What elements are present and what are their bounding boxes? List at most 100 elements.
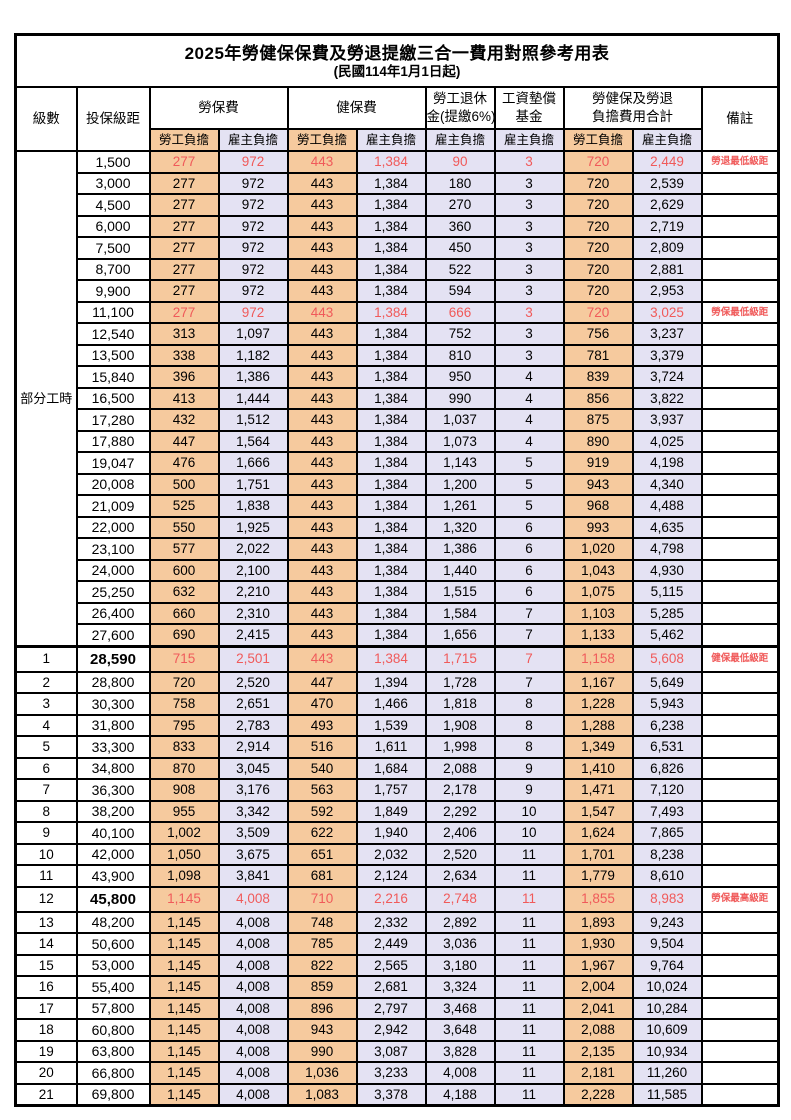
- cell-health-employee: 443: [286, 193, 358, 217]
- cell-pension-employer: 2,520: [424, 842, 496, 866]
- remark-cell: [700, 842, 780, 866]
- cell-wagefund-employer: 11: [493, 996, 565, 1020]
- table-row: 21,009 525 1,838 443 1,384 1,261 5 968 4,488: [16, 494, 780, 518]
- cell-labor-employer: 972: [217, 193, 289, 217]
- remark-cell: [700, 408, 780, 432]
- cell-wagefund-employer: 3: [493, 343, 565, 367]
- cell-labor-employer: 4,008: [217, 953, 289, 977]
- cell-pension-employer: 1,440: [424, 558, 496, 582]
- table-row: 4,500 277 972 443 1,384 270 3 720 2,629: [16, 193, 780, 217]
- table-row: 20 66,800 1,145 4,008 1,036 3,233 4,008 11 2,181…: [14, 1061, 780, 1085]
- cell-total-employer: 2,809: [631, 236, 703, 260]
- cell-health-employee: 592: [286, 799, 358, 823]
- bracket-cell: 20,008: [75, 472, 151, 496]
- cell-wagefund-employer: 7: [493, 670, 565, 694]
- cell-wagefund-employer: 3: [493, 322, 565, 346]
- cell-wagefund-employer: 11: [493, 1039, 565, 1063]
- cell-health-employer: 1,384: [355, 193, 427, 217]
- cell-health-employer: 1,384: [355, 300, 427, 324]
- cell-health-employer: 2,332: [355, 910, 427, 934]
- level-cell: 15: [14, 953, 78, 977]
- cell-health-employee: 443: [286, 322, 358, 346]
- cell-pension-employer: 2,292: [424, 799, 496, 823]
- bracket-cell: 9,900: [75, 279, 151, 303]
- cell-health-employer: 2,565: [355, 953, 427, 977]
- cell-total-employee: 1,701: [562, 842, 634, 866]
- bracket-cell: 15,840: [75, 365, 151, 389]
- cell-health-employee: 651: [286, 842, 358, 866]
- cell-labor-employee: 313: [148, 322, 220, 346]
- cell-labor-employer: 3,509: [217, 821, 289, 845]
- cell-labor-employer: 1,666: [217, 451, 289, 475]
- cell-labor-employer: 4,008: [217, 932, 289, 956]
- cell-total-employer: 3,025: [631, 300, 703, 324]
- cell-wagefund-employer: 3: [493, 150, 565, 174]
- cell-labor-employer: 2,520: [217, 670, 289, 694]
- table-row: 18 60,800 1,145 4,008 943 2,942 3,648 11 2,088 10…: [14, 1018, 780, 1042]
- cell-labor-employee: 1,145: [148, 975, 220, 999]
- cell-labor-employee: 1,145: [148, 910, 220, 934]
- cell-health-employee: 443: [286, 537, 358, 561]
- cell-pension-employer: 4,188: [424, 1082, 496, 1107]
- cell-health-employee: 785: [286, 932, 358, 956]
- cell-health-employer: 1,384: [355, 580, 427, 604]
- cell-labor-employee: 1,002: [148, 821, 220, 845]
- cell-wagefund-employer: 11: [493, 1018, 565, 1042]
- bracket-cell: 13,500: [75, 343, 151, 367]
- cell-labor-employer: 1,838: [217, 494, 289, 518]
- bracket-cell: 26,400: [75, 601, 151, 625]
- cell-total-employer: 7,493: [631, 799, 703, 823]
- bracket-cell: 33,300: [75, 735, 151, 759]
- remark-cell: [700, 472, 780, 496]
- cell-wagefund-employer: 9: [493, 778, 565, 802]
- cell-wagefund-employer: 11: [493, 885, 565, 913]
- remark-cell: [700, 1082, 780, 1107]
- cell-total-employee: 1,547: [562, 799, 634, 823]
- cell-pension-employer: 2,088: [424, 756, 496, 780]
- cell-labor-employee: 1,098: [148, 864, 220, 888]
- bracket-cell: 28,800: [75, 670, 151, 694]
- cell-labor-employee: 1,050: [148, 842, 220, 866]
- bracket-cell: 28,590: [75, 644, 151, 673]
- cell-health-employee: 622: [286, 821, 358, 845]
- bracket-cell: 55,400: [75, 975, 151, 999]
- cell-pension-employer: 270: [424, 193, 496, 217]
- cell-health-employee: 563: [286, 778, 358, 802]
- cell-total-employee: 720: [562, 279, 634, 303]
- cell-total-employee: 720: [562, 300, 634, 324]
- cell-total-employee: 839: [562, 365, 634, 389]
- remark-cell: 勞保最低級距: [700, 300, 780, 324]
- cell-pension-employer: 3,468: [424, 996, 496, 1020]
- cell-labor-employee: 1,145: [148, 932, 220, 956]
- cell-total-employer: 3,822: [631, 386, 703, 410]
- cell-labor-employee: 338: [148, 343, 220, 367]
- remark-cell: [700, 799, 780, 823]
- cell-health-employee: 443: [286, 171, 358, 195]
- cell-health-employee: 516: [286, 735, 358, 759]
- bracket-cell: 42,000: [75, 842, 151, 866]
- cell-health-employee: 447: [286, 670, 358, 694]
- cell-total-employee: 756: [562, 322, 634, 346]
- cell-health-employer: 1,384: [355, 236, 427, 260]
- table-row: 10 42,000 1,050 3,675 651 2,032 2,520 11 1,701 8,…: [14, 842, 780, 866]
- cell-wagefund-employer: 3: [493, 214, 565, 238]
- cell-labor-employer: 3,176: [217, 778, 289, 802]
- cell-health-employer: 1,384: [355, 644, 427, 673]
- bracket-cell: 66,800: [75, 1061, 151, 1085]
- cell-total-employer: 4,198: [631, 451, 703, 475]
- cell-health-employee: 443: [286, 386, 358, 410]
- cell-pension-employer: 1,037: [424, 408, 496, 432]
- table-row: 2 28,800 720 2,520 447 1,394 1,728 7 1,167 5,649: [14, 670, 780, 694]
- cell-total-employee: 720: [562, 257, 634, 281]
- cell-labor-employee: 277: [148, 171, 220, 195]
- level-cell: 9: [14, 821, 78, 845]
- cell-total-employee: 856: [562, 386, 634, 410]
- level-cell: 10: [14, 842, 78, 866]
- table-row: 9 40,100 1,002 3,509 622 1,940 2,406 10 1,624 7,8…: [14, 821, 780, 845]
- cell-labor-employer: 1,751: [217, 472, 289, 496]
- header-row-groups: 級數 投保級距 勞保費 健保費 勞工退休 金(提繳6%) 工資墊償 基金 勞健保…: [14, 86, 780, 152]
- table-row: 25,250 632 2,210 443 1,384 1,515 6 1,075 5,115: [16, 580, 780, 604]
- cell-labor-employee: 447: [148, 429, 220, 453]
- table-row: 15 53,000 1,145 4,008 822 2,565 3,180 11 1,967 9,…: [14, 953, 780, 977]
- reference-sheet: 2025年勞健保保費及勞退提繳三合一費用對照參考用表 (民國114年1月1日起)…: [14, 33, 781, 1107]
